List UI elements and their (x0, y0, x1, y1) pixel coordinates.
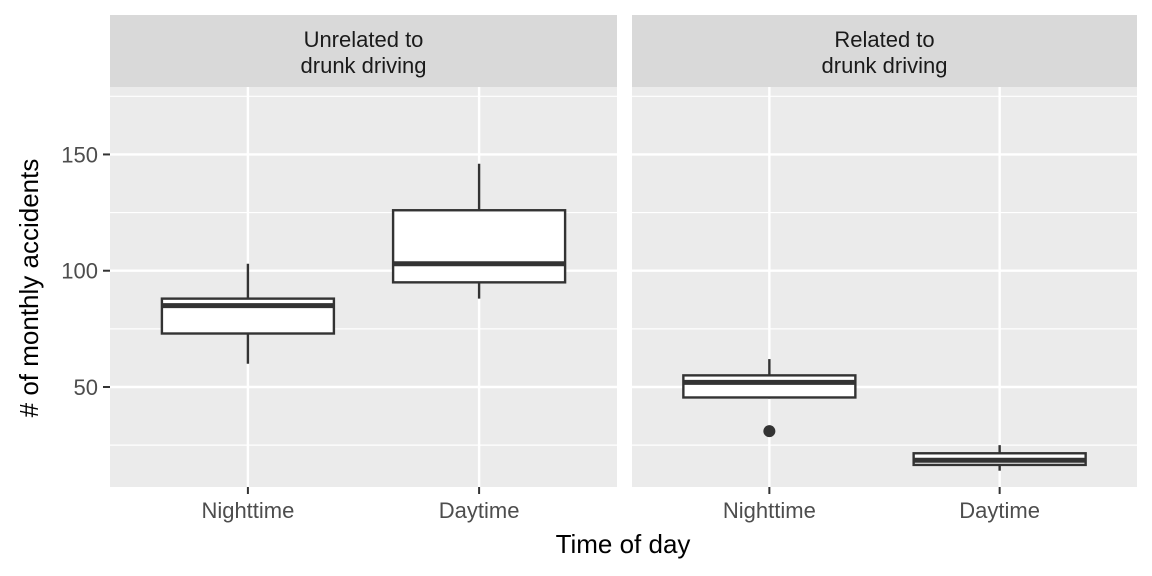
box-nighttime (160, 263, 336, 364)
box-iqr (682, 374, 857, 399)
facet-panel-2: Related to drunk driving (632, 15, 1137, 487)
box-daytime (391, 163, 567, 299)
y-axis-title: # of monthly accidents (14, 159, 44, 418)
facet-strip-label-line: drunk driving (301, 53, 427, 78)
box-iqr (391, 209, 567, 284)
facet-strip-label-line: drunk driving (822, 53, 948, 78)
box-daytime (912, 445, 1087, 471)
facet-strip-label-line: Unrelated to (304, 27, 424, 52)
outlier-point (763, 425, 776, 438)
panel-background (110, 87, 617, 487)
y-tick-label: 150 (61, 142, 98, 167)
box-nighttime (682, 359, 857, 438)
x-tick-label: Daytime (959, 498, 1040, 523)
y-tick-label: 50 (74, 375, 98, 400)
facet-strip-label: Related to drunk driving (822, 27, 948, 78)
facet-panel-1: Unrelated to drunk driving (110, 15, 617, 487)
facet-strip (632, 15, 1137, 87)
facet-strip-label: Unrelated to drunk driving (301, 27, 427, 78)
x-tick-label: Nighttime (723, 498, 816, 523)
x-axis-title: Time of day (556, 529, 691, 559)
facet-strip-label-line: Related to (834, 27, 934, 52)
facet-strip (110, 15, 617, 87)
y-axis: 50 100 150 (61, 142, 110, 400)
x-axis: Nighttime Daytime Nighttime Daytime (201, 487, 1040, 523)
x-tick-label: Nighttime (201, 498, 294, 523)
x-tick-label: Daytime (439, 498, 520, 523)
y-tick-label: 100 (61, 259, 98, 284)
panel-background (632, 87, 1137, 487)
